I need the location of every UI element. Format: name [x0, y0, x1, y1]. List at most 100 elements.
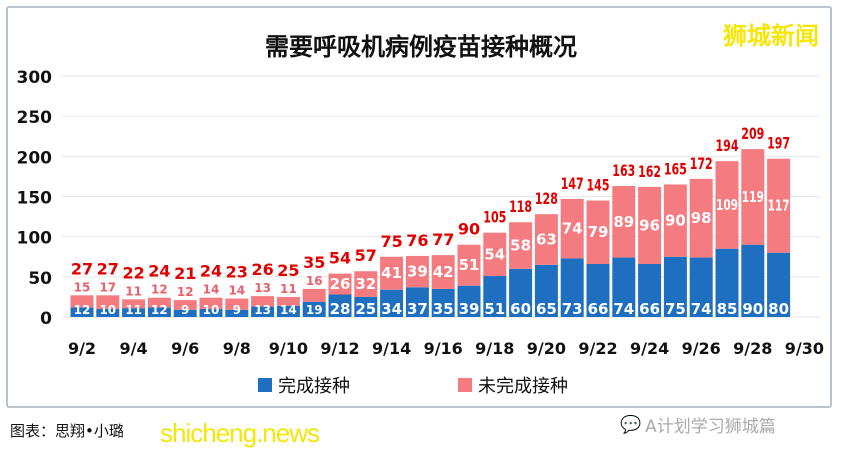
- value-label-completed: 10: [99, 303, 116, 317]
- value-label-completed: 65: [536, 300, 557, 318]
- value-label-incomplete: 41: [381, 264, 402, 282]
- total-label: 54: [329, 249, 351, 268]
- bar-incomplete: [689, 178, 713, 258]
- total-label: 145: [587, 176, 610, 195]
- bar-incomplete: [663, 184, 687, 257]
- total-label: 27: [71, 259, 93, 278]
- bar-completed: [689, 257, 713, 317]
- bar-completed: [715, 248, 739, 317]
- x-tick-label: 9/26: [682, 339, 721, 358]
- bar-incomplete: [328, 273, 352, 295]
- value-label-incomplete: 89: [613, 213, 634, 231]
- total-label: 105: [483, 208, 506, 227]
- bar-incomplete: [380, 256, 404, 290]
- value-label-incomplete: 119: [742, 188, 764, 206]
- bar-completed: [638, 263, 662, 317]
- bar-incomplete: [96, 295, 120, 309]
- x-tick-label: 9/2: [68, 339, 96, 358]
- total-label: 27: [97, 259, 119, 278]
- bar-completed: [534, 264, 558, 317]
- value-label-completed: 9: [181, 303, 189, 317]
- value-label-completed: 73: [562, 300, 583, 318]
- value-label-incomplete: 54: [484, 245, 505, 263]
- value-label-completed: 13: [254, 303, 271, 317]
- x-tick-label: 9/12: [320, 339, 359, 358]
- total-label: 57: [355, 246, 377, 265]
- x-tick-label: 9/10: [269, 339, 308, 358]
- legend-label: 完成接种: [278, 376, 350, 397]
- bar-incomplete: [147, 297, 171, 308]
- bar-completed: [405, 287, 429, 317]
- value-label-completed: 14: [280, 303, 297, 317]
- bar-completed: [431, 288, 455, 317]
- value-label-incomplete: 16: [306, 274, 323, 288]
- total-label: 209: [741, 124, 764, 143]
- y-tick-label: 300: [17, 68, 53, 88]
- x-tick-label: 9/30: [785, 339, 824, 358]
- value-label-incomplete: 15: [74, 280, 91, 294]
- total-label: 76: [406, 231, 428, 250]
- total-label: 165: [664, 159, 687, 178]
- value-label-completed: 34: [381, 300, 402, 318]
- value-label-incomplete: 17: [99, 280, 116, 294]
- bar-incomplete: [354, 271, 378, 297]
- bar-incomplete: [199, 297, 223, 309]
- total-label: 128: [535, 189, 558, 208]
- bar-incomplete: [302, 288, 326, 302]
- x-tick-label: 9/24: [630, 339, 669, 358]
- bar-incomplete: [767, 158, 791, 253]
- x-tick-label: 9/18: [475, 339, 514, 358]
- value-label-incomplete: 90: [665, 212, 686, 230]
- bar-completed: [354, 296, 378, 317]
- value-label-incomplete: 32: [355, 275, 376, 293]
- value-label-completed: 28: [330, 300, 351, 318]
- y-tick-label: 0: [40, 309, 52, 329]
- value-label-completed: 51: [484, 300, 505, 318]
- bar-incomplete: [173, 300, 197, 310]
- total-label: 21: [174, 264, 196, 283]
- total-label: 24: [148, 262, 170, 281]
- x-tick-label: 9/28: [733, 339, 772, 358]
- total-label: 22: [122, 263, 144, 282]
- y-tick-label: 200: [17, 148, 53, 168]
- value-label-incomplete: 98: [691, 209, 712, 227]
- value-label-incomplete: 117: [768, 197, 790, 215]
- bar-incomplete: [431, 255, 455, 289]
- bar-completed: [586, 263, 610, 317]
- value-label-completed: 25: [355, 300, 376, 318]
- bar-incomplete: [70, 295, 94, 308]
- value-label-incomplete: 12: [151, 283, 168, 297]
- total-label: 24: [200, 262, 222, 281]
- value-label-completed: 37: [407, 300, 428, 318]
- value-label-completed: 35: [433, 300, 454, 318]
- value-label-incomplete: 13: [254, 281, 271, 295]
- y-tick-label: 150: [17, 189, 53, 209]
- bar-completed: [509, 268, 533, 317]
- total-label: 25: [277, 261, 299, 280]
- x-tick-label: 9/8: [223, 339, 251, 358]
- value-label-completed: 9: [233, 303, 241, 317]
- chart-frame: [6, 6, 832, 408]
- x-tick-label: 9/6: [171, 339, 199, 358]
- value-label-incomplete: 74: [562, 220, 583, 238]
- y-tick-label: 100: [17, 229, 53, 249]
- bar-incomplete: [560, 198, 584, 259]
- value-label-completed: 19: [306, 303, 323, 317]
- value-label-completed: 74: [613, 300, 634, 318]
- bar-completed: [457, 285, 481, 317]
- bar-incomplete: [586, 200, 610, 264]
- bar-completed: [225, 309, 249, 317]
- x-tick-label: 9/14: [372, 339, 411, 358]
- y-tick-label: 250: [17, 108, 53, 128]
- value-label-incomplete: 39: [407, 263, 428, 281]
- bar-incomplete: [741, 149, 765, 245]
- bar-completed: [663, 256, 687, 317]
- chart-title: 需要呼吸机病例疫苗接种概况: [265, 33, 577, 61]
- value-label-incomplete: 26: [330, 275, 351, 293]
- bar-incomplete: [509, 222, 533, 269]
- value-label-incomplete: 14: [228, 284, 245, 298]
- bar-completed: [302, 301, 326, 317]
- bar-completed: [328, 294, 352, 317]
- value-label-completed: 90: [742, 300, 763, 318]
